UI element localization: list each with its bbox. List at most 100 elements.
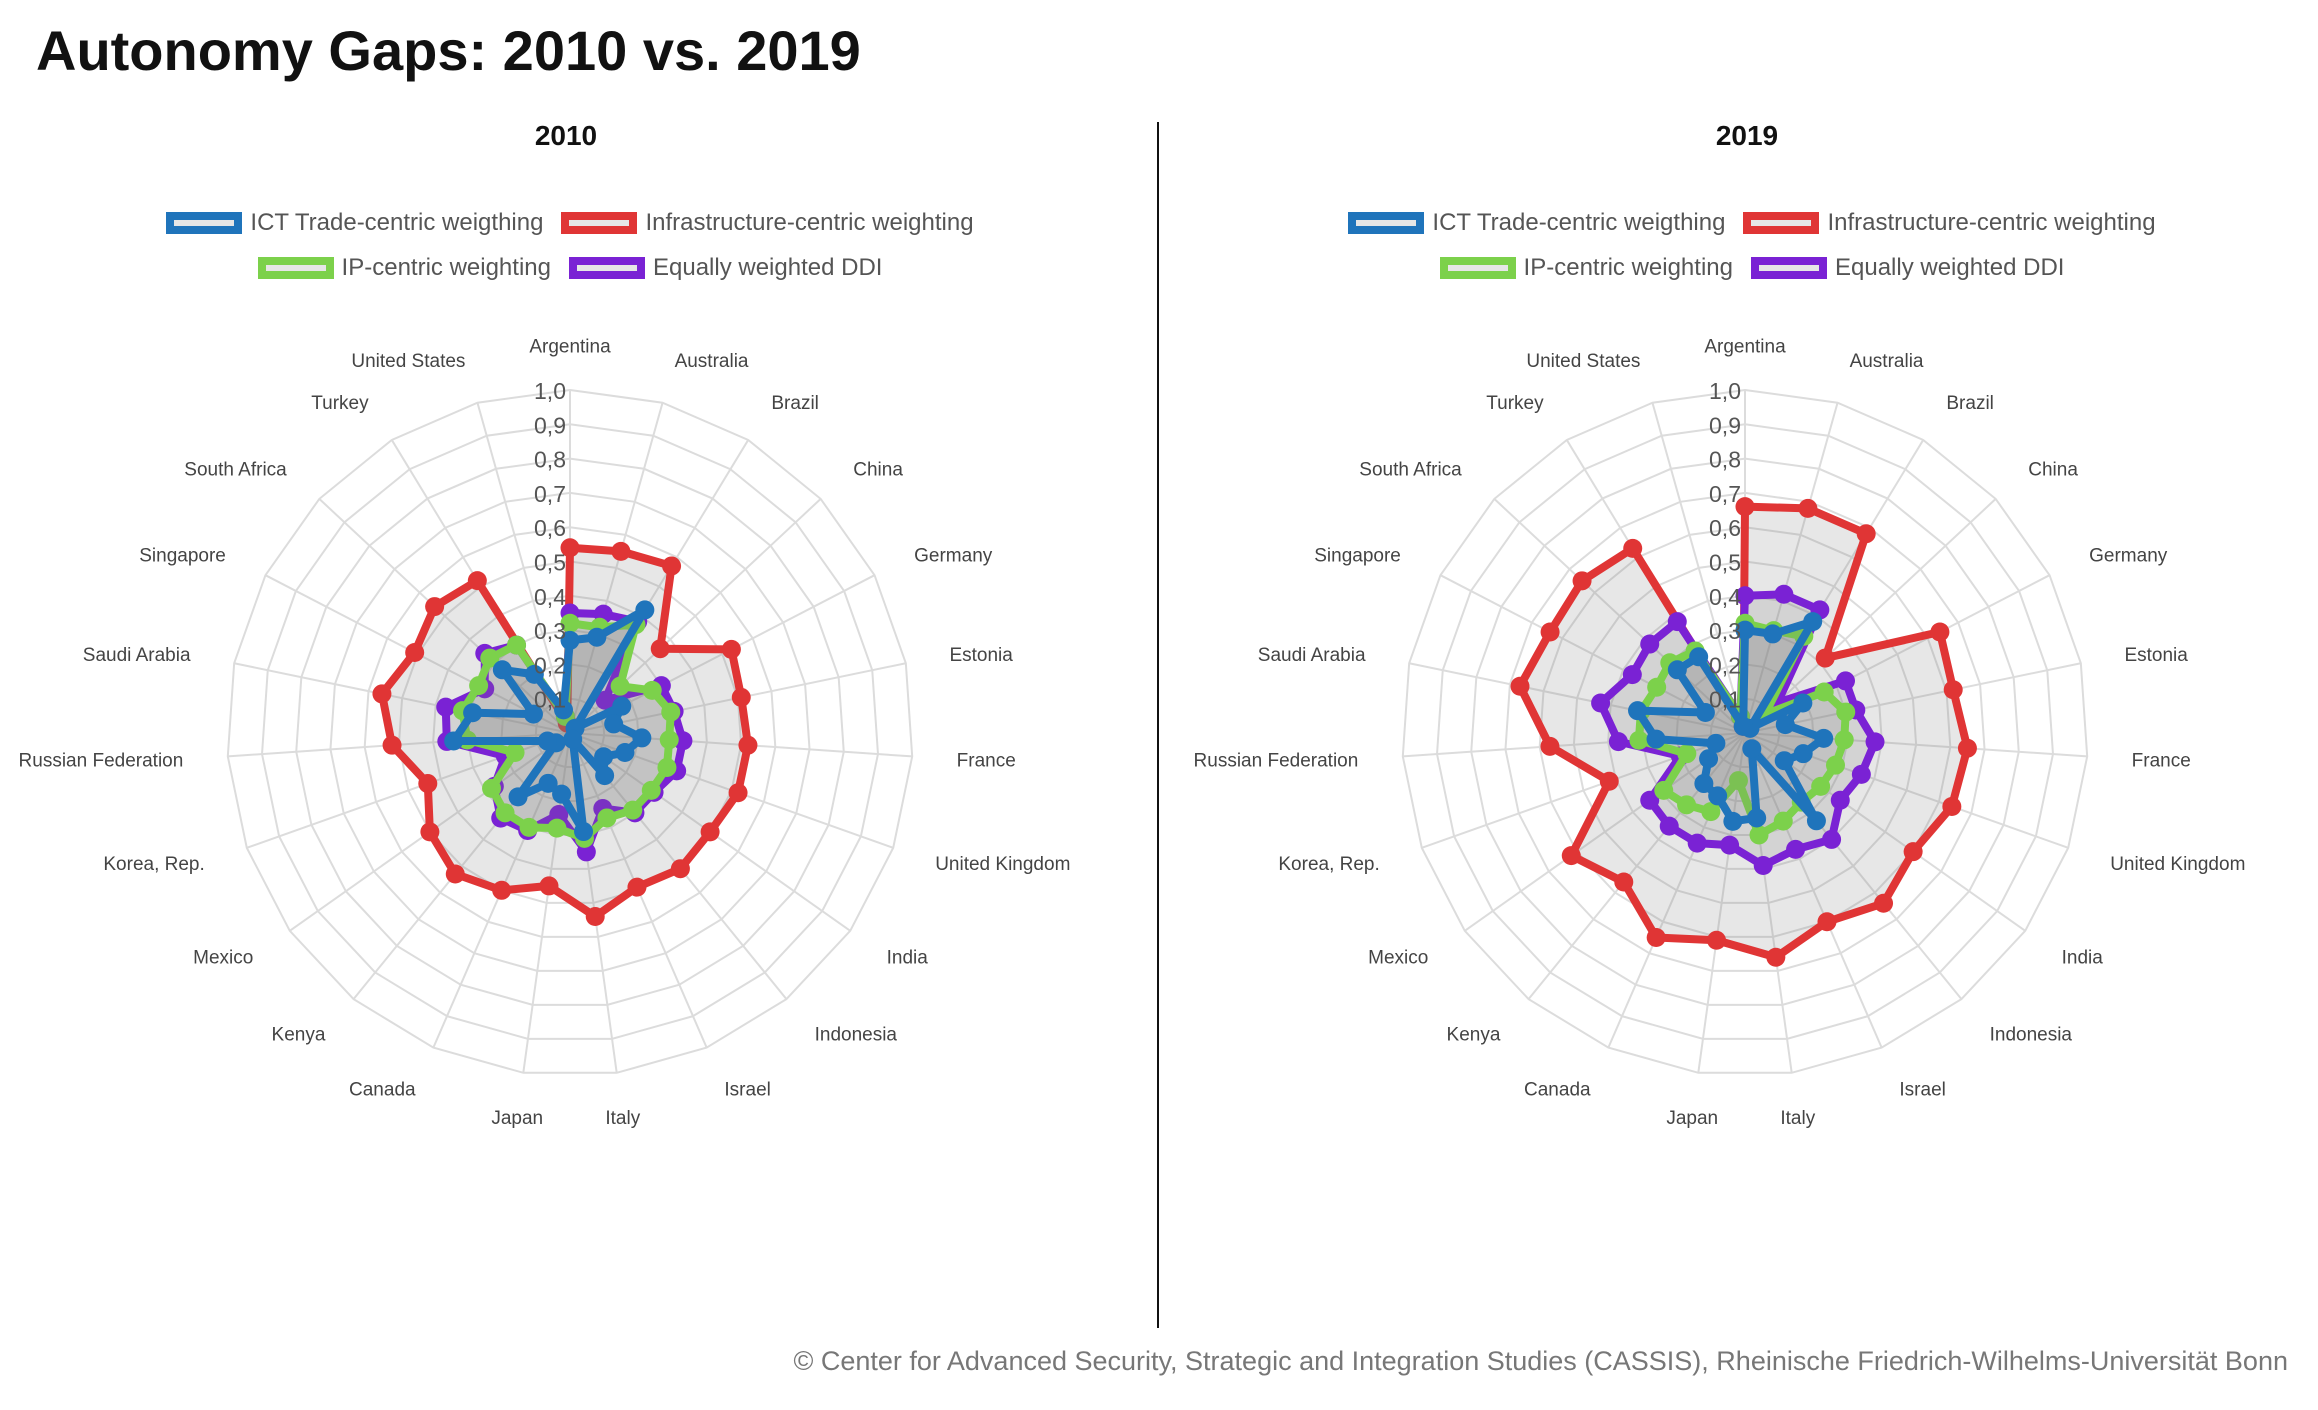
data-point [1628,701,1648,721]
data-point [1540,736,1560,756]
legend-label: IP-centric weighting [341,253,551,281]
data-point [1733,716,1753,736]
tick-label: 0,1 [534,687,566,713]
tick-label: 0,6 [1709,515,1741,541]
legend-label: ICT Trade-centric weigthing [1432,208,1726,236]
data-point [1706,733,1726,753]
series-ict-trade-centric-weigthing [444,600,655,842]
tick-label: 0,3 [1709,618,1741,644]
data-point [469,676,489,696]
legend-row: ICT Trade-centric weigthing Infrastructur… [20,200,1120,245]
data-point [1774,751,1794,771]
legend-row: ICT Trade-centric weigthing Infrastructur… [1202,200,2302,245]
category-label: Germany [914,546,993,567]
grid-spoke [1439,574,1746,734]
legend-item[interactable]: IP-centric weighting [257,253,551,282]
data-point [560,613,580,633]
grid-spoke [1607,732,1746,1049]
data-point [1677,744,1697,764]
data-point [659,730,679,750]
data-point [1647,677,1667,697]
data-point [594,747,614,767]
grid-ring [432,594,708,870]
data-point [1689,647,1709,667]
legend-item[interactable]: Infrastructure-centric weighting [1743,209,2156,237]
category-label: Russian Federation [1194,750,1359,771]
data-point [1591,693,1611,713]
data-point [1735,497,1755,517]
legend-swatch [1348,211,1425,234]
category-label: South Africa [184,459,287,480]
data-point [1773,811,1793,831]
tick-label: 1,0 [1709,378,1741,404]
legend-item[interactable]: Equally weighted DDI [568,254,882,282]
data-point [650,639,670,659]
data-point [382,735,402,755]
data-point [1742,739,1762,759]
data-point [1803,612,1823,632]
grid-spoke [1408,662,1746,734]
legend-swatch [1750,256,1827,279]
data-point [623,800,643,820]
data-point [604,714,624,734]
grid-ring [1470,457,2020,1006]
category-label: Russian Federation [19,750,184,771]
category-label: Korea, Rep. [1278,854,1379,875]
category-label: United States [1526,351,1640,372]
data-point [560,630,580,650]
category-label: China [853,459,903,480]
data-point [661,702,681,722]
data-point [615,743,635,763]
legend-swatch [561,211,638,234]
data-point [445,864,465,884]
category-label: France [957,750,1016,771]
data-point [611,541,631,561]
data-point [700,822,720,842]
data-point [1646,729,1666,749]
legend-label: ICT Trade-centric weigthing [250,208,544,236]
data-point [670,859,690,879]
data-point [721,639,741,659]
grid-spoke [1651,402,1746,734]
data-point [585,906,605,926]
data-point [1835,671,1855,691]
category-label: Indonesia [1990,1025,2073,1046]
category-label: United Kingdom [935,854,1070,875]
data-point [420,822,440,842]
tick-label: 0,9 [1709,412,1741,438]
legend-item[interactable]: Infrastructure-centric weighting [561,209,974,237]
grid-spoke [1744,732,2088,758]
tick-label: 0,8 [1709,447,1741,473]
data-point [728,783,748,803]
data-point [480,648,500,668]
data-point [495,803,515,823]
legend-item[interactable]: Equally weighted DDI [1750,254,2064,282]
data-point [610,676,630,696]
legend-item[interactable]: ICT Trade-centric weigthing [166,209,543,237]
category-label: Italy [1780,1108,1815,1129]
grid-spoke [1493,498,1746,734]
data-point [1874,893,1894,913]
data-point [1851,764,1871,784]
data-point [524,664,544,684]
radar-chart-2019: Argentina Australia Brazil China Germany Esto… [1194,336,2246,1129]
category-label: India [2062,948,2104,969]
category-label: Korea, Rep. [103,854,204,875]
data-point [612,696,632,716]
data-point [731,687,751,707]
legend-item[interactable]: IP-centric weighting [1439,253,1733,282]
grid-ring [1538,526,1952,938]
copyright-footer: © Center for Advanced Security, Strategi… [793,1346,2288,1376]
category-label: Japan [491,1108,543,1129]
category-label: Singapore [1314,546,1401,567]
data-point [1728,771,1748,791]
data-point [1561,846,1581,866]
category-label: Kenya [272,1025,326,1046]
legend-label: IP-centric weighting [1523,253,1733,281]
category-label: Argentina [529,336,611,357]
legend-item[interactable]: ICT Trade-centric weigthing [1348,209,1725,237]
data-point [595,690,615,710]
category-label: United Kingdom [2110,854,2245,875]
category-label: India [887,948,929,969]
category-label: United States [351,351,465,372]
